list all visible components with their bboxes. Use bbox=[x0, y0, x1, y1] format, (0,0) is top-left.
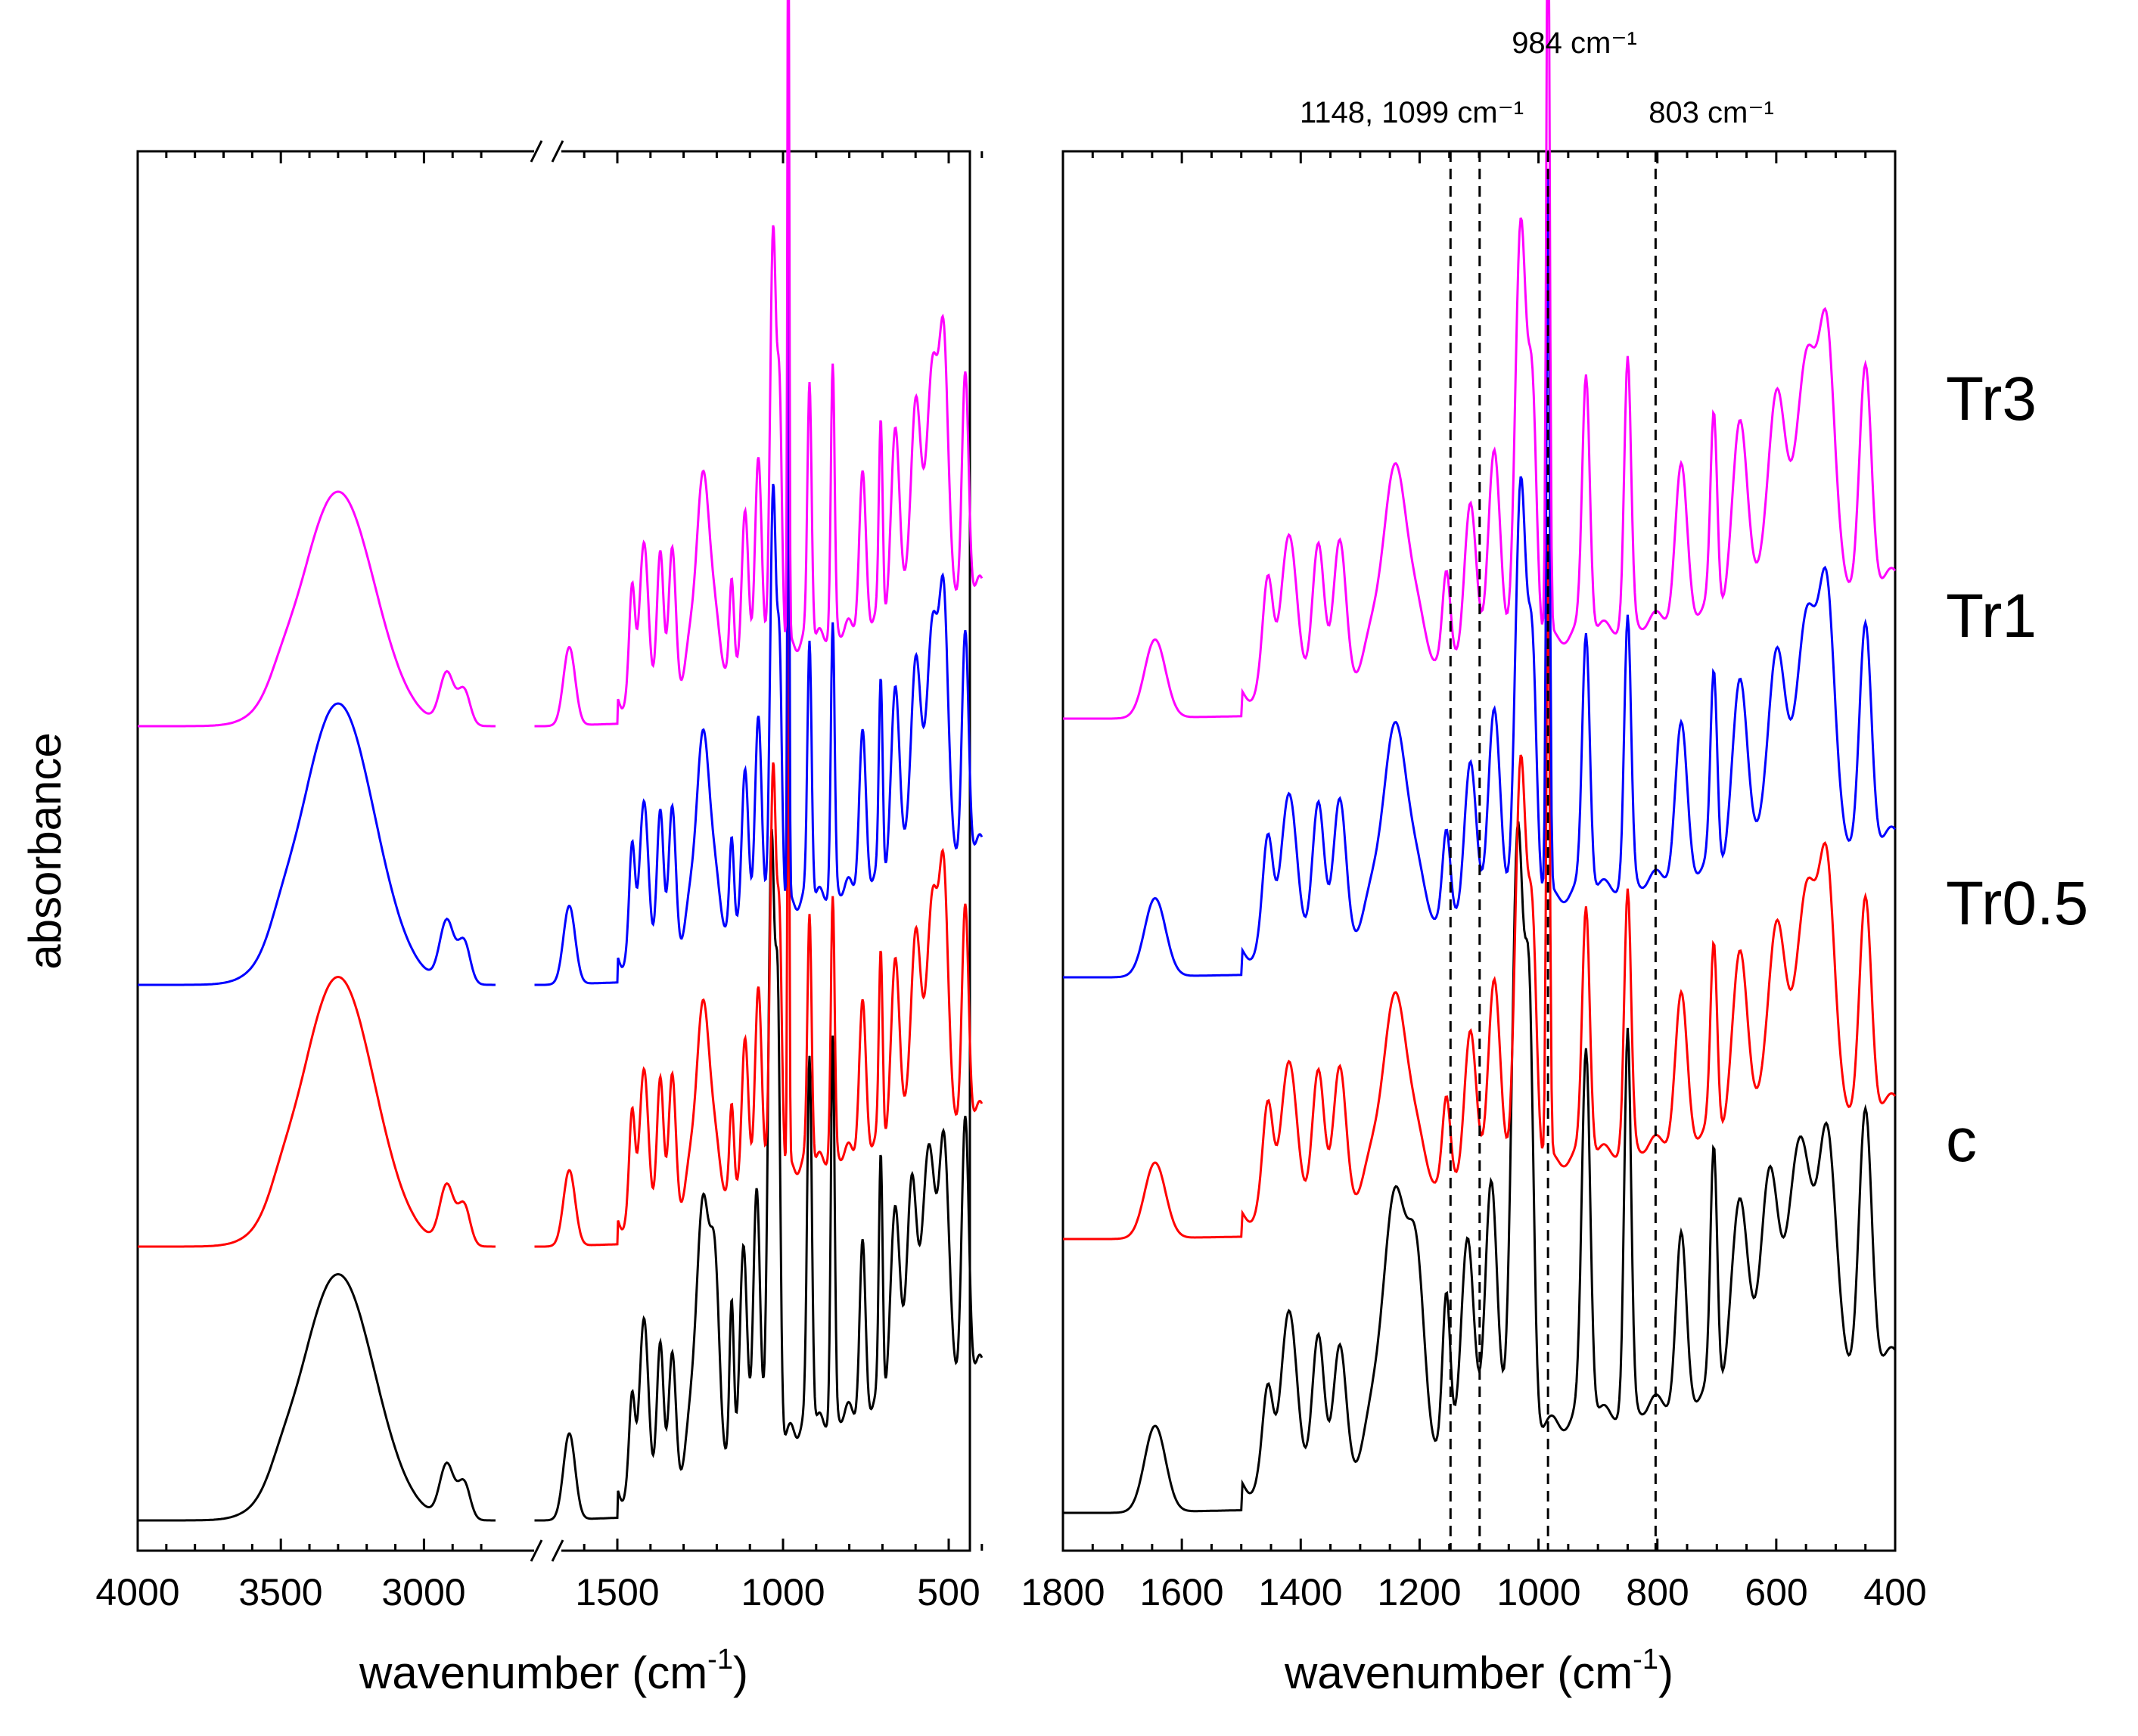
left-series-group bbox=[138, 0, 984, 1522]
left-plot-frame bbox=[136, 150, 971, 1552]
right-tick-label-600: 600 bbox=[1745, 1571, 1807, 1613]
series-label-c: c bbox=[1946, 1106, 1977, 1175]
right-tick-label-400: 400 bbox=[1863, 1571, 1926, 1613]
series-label-tr1: Tr1 bbox=[1946, 582, 2037, 651]
left-high-line-tr1 bbox=[138, 702, 496, 986]
series-labels: Tr3 Tr1 Tr0.5 c bbox=[1946, 365, 2088, 1175]
left-tick-labels: 4000 3500 3000 1500 1000 500 bbox=[95, 1571, 980, 1613]
right-tick-label-1600: 1600 bbox=[1139, 1571, 1223, 1613]
left-x-axis-title-close: ) bbox=[733, 1647, 748, 1698]
left-high-line-tr3 bbox=[138, 490, 496, 728]
right-line-tr3 bbox=[1063, 0, 1897, 720]
annotation-803: 803 cm⁻¹ bbox=[1649, 96, 1774, 129]
right-x-axis-title-sup: -1 bbox=[1633, 1644, 1658, 1675]
reference-lines bbox=[1449, 151, 1657, 1551]
axis-break-mark-top bbox=[530, 140, 564, 163]
right-tick-labels: 1800 1600 1400 1200 1000 800 600 400 bbox=[1021, 1571, 1926, 1613]
left-low-line-tr05 bbox=[534, 545, 984, 1248]
left-tick-label-4000: 4000 bbox=[95, 1571, 179, 1613]
series-label-tr3: Tr3 bbox=[1946, 365, 2037, 433]
right-x-axis-title: wavenumber (cm-1) bbox=[1284, 1644, 1673, 1698]
left-low-line-tr3 bbox=[534, 0, 984, 728]
left-x-axis-title: wavenumber (cm-1) bbox=[359, 1644, 748, 1698]
left-ticks bbox=[136, 151, 984, 1551]
right-x-axis-title-main: wavenumber (cm bbox=[1284, 1647, 1633, 1698]
left-x-axis-title-main: wavenumber (cm bbox=[359, 1647, 707, 1698]
left-tick-label-1500: 1500 bbox=[575, 1571, 659, 1613]
left-panel: 4000 3500 3000 1500 1000 500 wavenumber … bbox=[20, 0, 984, 1698]
left-low-line-c bbox=[534, 828, 984, 1522]
left-tick-label-3000: 3000 bbox=[381, 1571, 465, 1613]
right-tick-label-1000: 1000 bbox=[1496, 1571, 1580, 1613]
right-panel: 1800 1600 1400 1200 1000 800 600 400 wav… bbox=[1021, 0, 1927, 1698]
left-high-line-c bbox=[138, 1272, 496, 1522]
left-low-line-tr1 bbox=[534, 185, 984, 986]
left-tick-label-1000: 1000 bbox=[741, 1571, 825, 1613]
y-axis-title: absorbance bbox=[20, 732, 70, 970]
right-tick-label-800: 800 bbox=[1626, 1571, 1689, 1613]
right-x-axis-title-close: ) bbox=[1658, 1647, 1673, 1698]
right-tick-label-1800: 1800 bbox=[1021, 1571, 1105, 1613]
right-tick-label-1200: 1200 bbox=[1377, 1571, 1461, 1613]
annotation-1148-1099: 1148, 1099 cm⁻¹ bbox=[1300, 96, 1524, 129]
right-tick-label-1400: 1400 bbox=[1258, 1571, 1342, 1613]
axis-break-mark-bottom bbox=[530, 1539, 564, 1562]
right-line-tr05 bbox=[1063, 538, 1897, 1241]
series-label-tr05: Tr0.5 bbox=[1946, 869, 2088, 938]
annotation-984: 984 cm⁻¹ bbox=[1512, 26, 1637, 60]
left-high-line-tr05 bbox=[138, 975, 496, 1248]
left-tick-label-500: 500 bbox=[917, 1571, 980, 1613]
left-tick-label-3500: 3500 bbox=[238, 1571, 322, 1613]
left-x-axis-title-sup: -1 bbox=[707, 1644, 733, 1675]
